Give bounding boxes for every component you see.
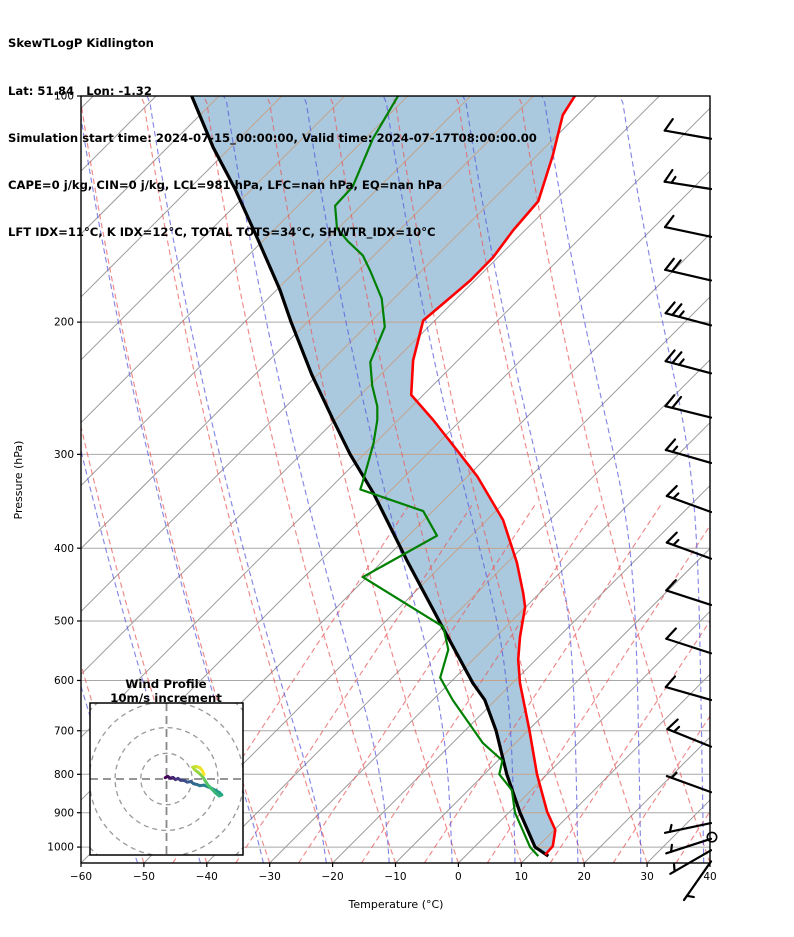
svg-text:−10: −10 (384, 871, 406, 883)
svg-text:10: 10 (515, 871, 528, 883)
svg-text:−50: −50 (133, 871, 155, 883)
header-latlon: Lat: 51.84 Lon: -1.32 (8, 83, 152, 98)
svg-text:100: 100 (54, 91, 74, 103)
temperature-axis-label: Temperature (°C) (348, 898, 444, 911)
hodograph-title-line1: Wind Profile (125, 677, 206, 691)
svg-text:800: 800 (54, 769, 74, 781)
figure-header: SkewTLogP Kidlington Lat: 51.84 Lon: -1.… (8, 5, 537, 272)
wind-barbs (663, 118, 718, 902)
svg-text:400: 400 (54, 543, 74, 555)
header-times: Simulation start time: 2024-07-15_00:00:… (8, 130, 537, 145)
calm-wind-circle (706, 831, 718, 843)
header-indices: LFT IDX=11°C, K IDX=12°C, TOTAL TOTS=34°… (8, 224, 436, 239)
svg-text:600: 600 (54, 675, 74, 687)
sounding-profiles (190, 96, 576, 858)
svg-text:1000: 1000 (47, 842, 74, 854)
svg-text:900: 900 (54, 807, 74, 819)
svg-text:−20: −20 (322, 871, 344, 883)
svg-text:20: 20 (578, 871, 591, 883)
pressure-axis-label: Pressure (hPa) (12, 441, 25, 520)
header-cape-cin: CAPE=0 j/kg, CIN=0 j/kg, LCL=981 hPa, LF… (8, 177, 443, 192)
hodograph-inset (89, 702, 244, 856)
svg-text:500: 500 (54, 616, 74, 628)
svg-text:300: 300 (54, 449, 74, 461)
svg-text:700: 700 (54, 725, 74, 737)
svg-text:−60: −60 (70, 871, 92, 883)
header-title: SkewTLogP Kidlington (8, 36, 154, 51)
svg-text:200: 200 (54, 317, 74, 329)
svg-text:−30: −30 (259, 871, 281, 883)
hodograph-title-line2: 10m/s increment (110, 691, 222, 705)
shaded-sounding-area (191, 96, 575, 857)
svg-text:−40: −40 (196, 871, 218, 883)
svg-text:40: 40 (703, 871, 716, 883)
svg-text:0: 0 (455, 871, 462, 883)
svg-text:30: 30 (640, 871, 653, 883)
